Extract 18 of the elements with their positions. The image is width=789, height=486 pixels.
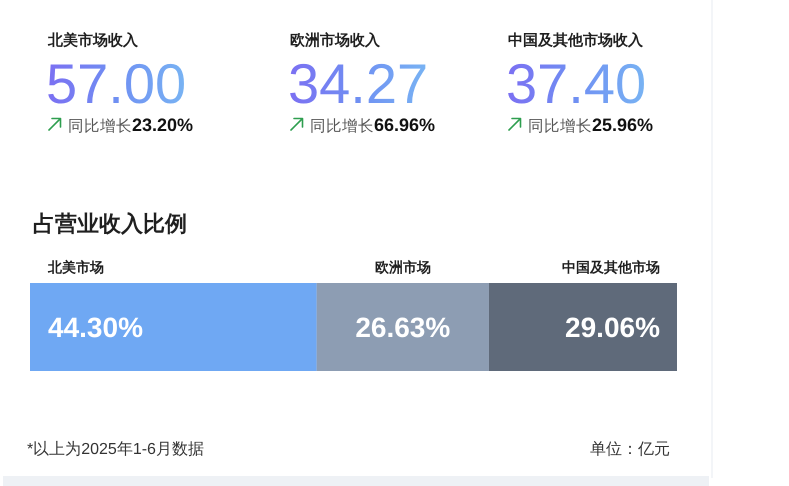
- series-label: 北美市场: [47, 259, 104, 275]
- data-label: 66.96%: [374, 115, 436, 135]
- text: 同比增长: [68, 117, 132, 135]
- series-label: 中国及其他市场: [562, 259, 660, 275]
- data-label: 26.63%: [355, 312, 450, 343]
- chart-title: 占营业收入比例: [33, 211, 187, 236]
- data-label: 44.30%: [48, 312, 144, 343]
- category-label: 中国及其他市场收入: [508, 31, 644, 49]
- data-label: 25.96%: [592, 115, 654, 135]
- text: *以上为2025年1-6月数据: [27, 440, 204, 458]
- series-label: 欧洲市场: [374, 259, 431, 275]
- category-label: 欧洲市场收入: [290, 31, 381, 49]
- data-label: 23.20%: [132, 115, 194, 135]
- data-label: 29.06%: [565, 312, 660, 343]
- text: 同比增长: [310, 117, 374, 135]
- text: 同比增长: [528, 117, 592, 135]
- category-label: 北美市场收入: [47, 31, 139, 49]
- text: 单位：亿元: [590, 440, 670, 458]
